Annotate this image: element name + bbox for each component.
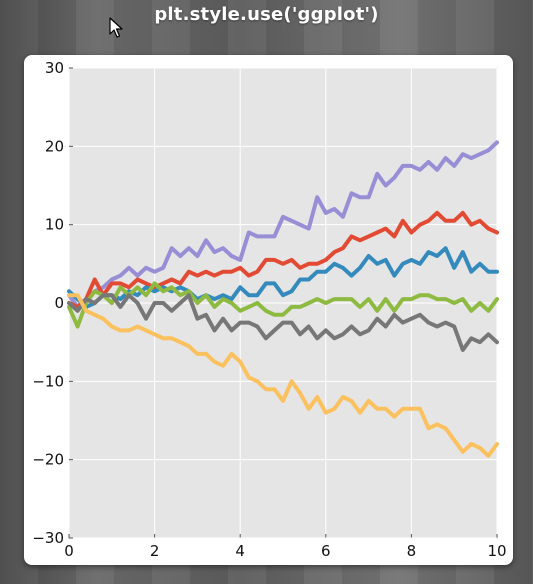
series-line-4: [67, 281, 499, 329]
x-tick-label: 10: [487, 542, 506, 560]
y-tick-label: 30: [45, 59, 64, 77]
series-line-5: [67, 293, 499, 352]
line-chart: 0 2 4 6 8 10 30 20 10 0 −10 −20 −30: [32, 59, 506, 560]
figure-window: 0 2 4 6 8 10 30 20 10 0 −10 −20 −30: [24, 55, 513, 565]
x-tick-label: 2: [150, 542, 160, 560]
series-line-2: [67, 210, 499, 309]
y-tick-label: −10: [32, 372, 64, 390]
y-tick-label: −30: [32, 529, 64, 547]
y-tick-labels: 30 20 10 0 −10 −20 −30: [32, 59, 64, 547]
y-tick-label: 0: [54, 294, 64, 312]
x-tick-labels: 0 2 4 6 8 10: [64, 542, 506, 560]
x-tick-label: 0: [64, 542, 74, 560]
y-tick-label: 20: [45, 137, 64, 155]
arrow-cursor-icon: [109, 17, 123, 38]
y-tick-label: 10: [45, 216, 64, 234]
series-group: [67, 140, 499, 458]
x-tick-label: 4: [235, 542, 245, 560]
series-line-6: [67, 293, 499, 458]
y-tick-label: −20: [32, 451, 64, 469]
x-tick-label: 8: [407, 542, 417, 560]
series-line-1: [67, 140, 499, 309]
x-tick-label: 6: [321, 542, 331, 560]
slide-title: plt.style.use('ggplot'): [154, 4, 379, 25]
